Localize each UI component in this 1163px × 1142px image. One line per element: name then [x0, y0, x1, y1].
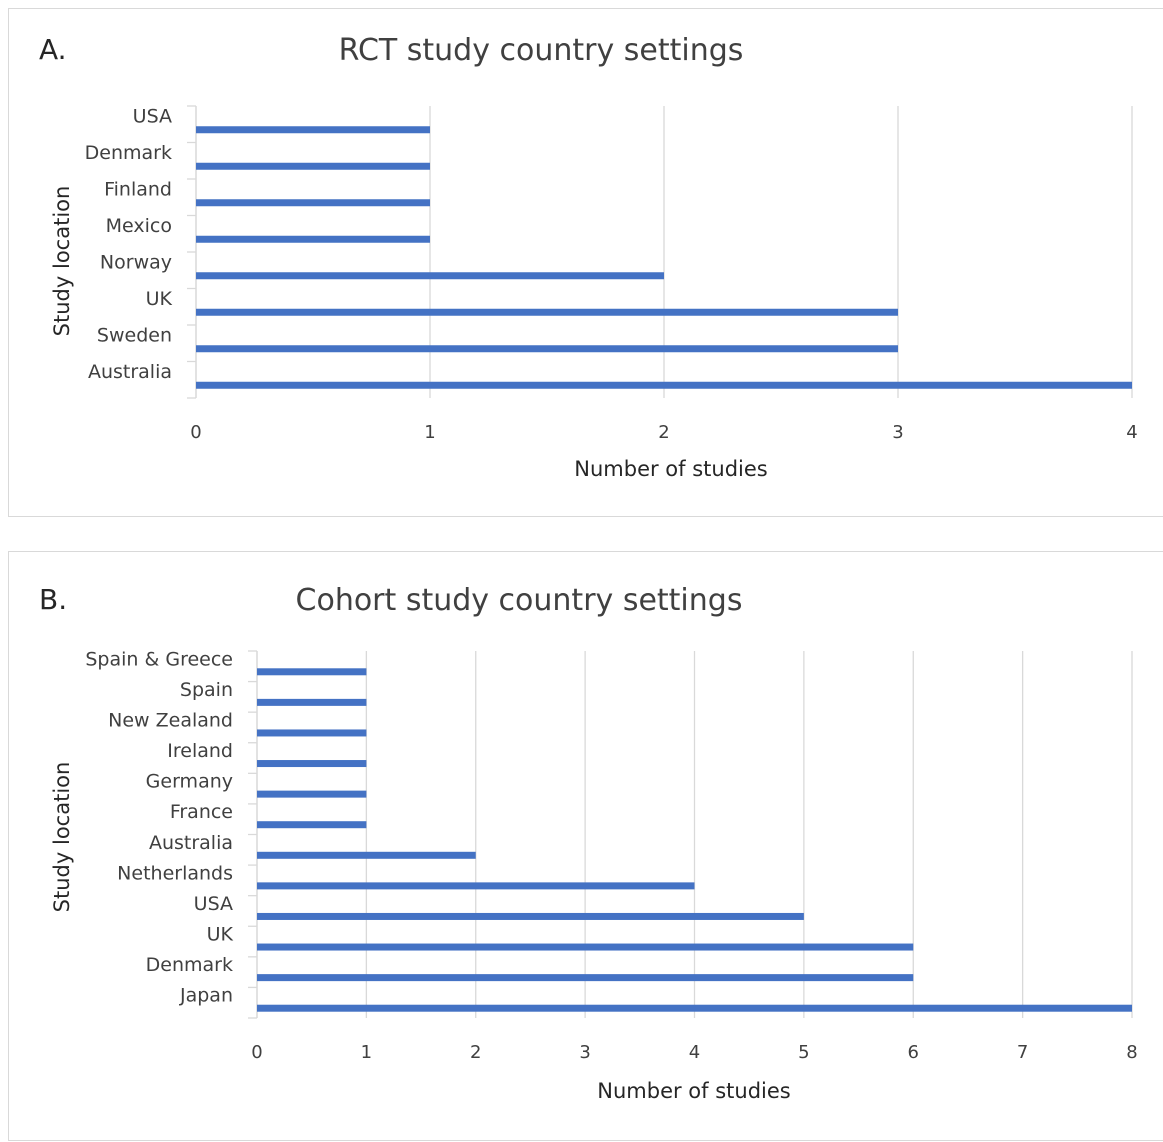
- bar: [257, 760, 367, 768]
- category-label: USA: [194, 893, 233, 915]
- x-tick-label: 3: [579, 1042, 590, 1063]
- bar: [257, 729, 367, 737]
- category-label: Spain & Greece: [85, 648, 233, 670]
- category-label: Mexico: [106, 215, 172, 237]
- plot-area: 0 1 2 3 4 USA Denmark Finland Mexico Norway UK Swed…: [85, 105, 1138, 443]
- plot-area: 0 1 2 3 4 5 6 7 8 Spain & Greece Spain New Zealand I…: [85, 648, 1137, 1063]
- chart-a-svg: A. RCT study country settings Number of …: [39, 33, 1138, 481]
- x-tick-label: 1: [424, 422, 435, 443]
- category-label: Sweden: [97, 324, 172, 346]
- chart-panel-b: B. Cohort study country settings Number …: [8, 551, 1163, 1141]
- x-tick-label: 0: [190, 422, 201, 443]
- x-axis-label: Number of studies: [597, 1079, 790, 1103]
- bar: [257, 1004, 1132, 1012]
- x-tick-label: 3: [892, 422, 903, 443]
- bar: [196, 272, 664, 280]
- bar: [196, 381, 1132, 389]
- bar: [257, 698, 367, 706]
- category-label: New Zealand: [108, 709, 233, 731]
- x-tick-label: 0: [251, 1042, 262, 1063]
- x-axis-label: Number of studies: [574, 457, 767, 481]
- y-axis-label: Study location: [50, 762, 74, 913]
- x-tick-label: 1: [361, 1042, 372, 1063]
- category-label: Ireland: [167, 740, 233, 762]
- x-tick-label: 5: [798, 1042, 809, 1063]
- x-tick-label: 2: [658, 422, 669, 443]
- chart-panel-a: A. RCT study country settings Number of …: [8, 8, 1163, 517]
- bar: [196, 308, 898, 316]
- panel-label: B.: [39, 583, 67, 616]
- category-label: Australia: [149, 832, 233, 854]
- x-tick-label: 2: [470, 1042, 481, 1063]
- bar: [257, 851, 476, 859]
- category-label: Denmark: [85, 142, 172, 164]
- bar: [257, 912, 804, 920]
- bar: [257, 974, 914, 982]
- panel-label: A.: [39, 33, 67, 66]
- x-tick-label: 7: [1017, 1042, 1028, 1063]
- bar: [257, 943, 914, 951]
- category-label: France: [170, 801, 233, 823]
- category-label: USA: [133, 105, 172, 127]
- x-tick-label: 4: [1126, 422, 1137, 443]
- category-label: Japan: [179, 985, 233, 1007]
- bar: [257, 882, 695, 890]
- chart-title: RCT study country settings: [339, 33, 744, 68]
- y-axis-label: Study location: [50, 186, 74, 337]
- category-label: Finland: [104, 178, 172, 200]
- category-label: Australia: [88, 361, 172, 383]
- bar: [257, 668, 367, 676]
- bar: [196, 199, 430, 207]
- category-label: Spain: [180, 679, 233, 701]
- x-tick-label: 8: [1126, 1042, 1137, 1063]
- chart-title: Cohort study country settings: [296, 583, 743, 618]
- bar: [196, 126, 430, 134]
- bar: [257, 821, 367, 829]
- x-tick-label: 6: [908, 1042, 919, 1063]
- category-label: Germany: [146, 771, 233, 793]
- category-label: UK: [207, 924, 234, 946]
- category-label: Netherlands: [117, 862, 233, 884]
- bar: [196, 235, 430, 243]
- category-label: Norway: [100, 251, 172, 273]
- bar: [196, 162, 430, 170]
- bar: [196, 345, 898, 353]
- x-tick-label: 4: [689, 1042, 700, 1063]
- chart-b-svg: B. Cohort study country settings Number …: [39, 583, 1138, 1103]
- bar: [257, 790, 367, 798]
- category-label: UK: [146, 288, 173, 310]
- category-label: Denmark: [146, 954, 233, 976]
